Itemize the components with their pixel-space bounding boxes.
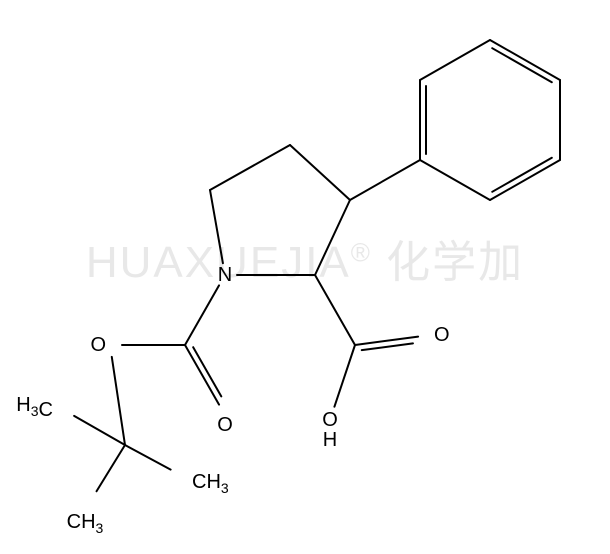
atom-label: H bbox=[323, 429, 337, 451]
bond-line bbox=[315, 275, 355, 345]
bond-line bbox=[74, 416, 125, 445]
bond-line bbox=[112, 357, 125, 445]
bond-line bbox=[334, 345, 355, 407]
atom-label: CH3 bbox=[192, 471, 229, 496]
bond-line bbox=[97, 445, 125, 491]
atom-label: CH3 bbox=[67, 511, 104, 536]
atom-label: O bbox=[90, 334, 106, 356]
bond-line bbox=[350, 160, 420, 200]
atom-label: H3C bbox=[16, 394, 53, 421]
atom-label: O bbox=[217, 414, 233, 436]
bond-line bbox=[420, 40, 490, 80]
bond-line bbox=[420, 160, 490, 200]
bond-line bbox=[362, 343, 413, 350]
bond-line bbox=[490, 40, 560, 80]
bond-line bbox=[315, 200, 350, 275]
bond-line bbox=[210, 190, 223, 263]
bond-line bbox=[125, 445, 171, 470]
atom-label: N bbox=[218, 264, 232, 286]
bond-line bbox=[490, 160, 560, 200]
bond-line bbox=[492, 158, 552, 192]
atom-label: O bbox=[434, 324, 450, 346]
bond-line bbox=[185, 345, 219, 405]
bond-line bbox=[492, 48, 552, 82]
atom-label: O bbox=[322, 409, 338, 431]
bond-line bbox=[210, 145, 290, 190]
molecule-diagram: NOOOOHH3CCH3CH3 bbox=[0, 0, 610, 554]
bond-line bbox=[185, 285, 219, 345]
bond-line bbox=[290, 145, 350, 200]
bond-line bbox=[193, 347, 221, 396]
